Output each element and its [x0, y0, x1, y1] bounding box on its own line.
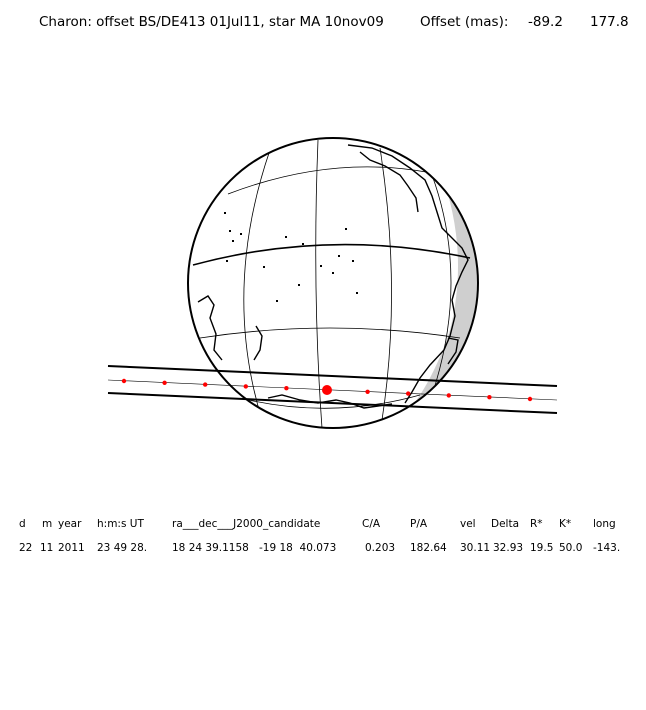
- header-ra-dec: ra___dec___J2000_candidate: [172, 518, 321, 530]
- value-m: 11: [40, 542, 54, 554]
- value-vel: 30.11: [460, 542, 491, 554]
- track-dot: [203, 382, 208, 387]
- value-kstar: 50.0: [559, 542, 583, 554]
- offset-label: Offset (mas):: [420, 14, 509, 30]
- header-ca: C/A: [362, 518, 381, 530]
- value-hms-ut: 23 49 28.: [97, 542, 148, 554]
- shadow-edge-south: [107, 392, 558, 414]
- value-pa: 182.64: [410, 542, 447, 554]
- track-dot: [243, 384, 248, 389]
- offset-ra-value: -89.2: [528, 14, 563, 30]
- track-dot: [365, 389, 370, 394]
- value-long: -143.: [593, 542, 621, 554]
- track-dot: [446, 393, 451, 398]
- table-value-row: 22 11 2011 23 49 28. 18 24 39.1158 -19 1…: [0, 542, 646, 558]
- occultation-map: [107, 137, 558, 429]
- plot-title: Charon: offset BS/DE413 01Jul11, star MA…: [0, 14, 646, 32]
- south-america-edge: [447, 337, 459, 365]
- track-dot: [162, 380, 167, 385]
- header-d: d: [19, 518, 26, 530]
- header-long: long: [593, 518, 616, 530]
- new-zealand-coast: [253, 325, 263, 361]
- value-delta: 32.93: [493, 542, 524, 554]
- table-header-row: d m year h:m:s UT ra___dec___J2000_candi…: [0, 518, 646, 534]
- header-delta: Delta: [491, 518, 520, 530]
- parallels: [192, 166, 471, 409]
- australia-coast: [197, 295, 223, 361]
- coastlines: [197, 144, 469, 409]
- track-dot: [487, 395, 492, 400]
- title-text: Charon: offset BS/DE413 01Jul11, star MA…: [39, 14, 384, 30]
- value-rstar: 19.5: [530, 542, 554, 554]
- track-dots: [121, 378, 533, 402]
- track-dot: [527, 396, 533, 402]
- alaska-islands: [359, 151, 419, 213]
- centerline: [107, 379, 558, 401]
- islands: [224, 212, 358, 302]
- value-ca: 0.203: [365, 542, 396, 554]
- value-dec: -19 18 40.073: [259, 542, 337, 554]
- globe: [187, 137, 479, 429]
- header-vel: vel: [460, 518, 476, 530]
- shadow-path: [107, 365, 558, 414]
- track-dot: [406, 391, 411, 396]
- header-m: m: [42, 518, 53, 530]
- value-year: 2011: [58, 542, 85, 554]
- header-year: year: [58, 518, 82, 530]
- header-kstar: K*: [559, 518, 572, 530]
- antarctica-coast: [267, 394, 393, 409]
- track-dot: [284, 386, 289, 391]
- header-pa: P/A: [410, 518, 428, 530]
- track-dot: [121, 378, 127, 384]
- header-hms-ut: h:m:s UT: [97, 518, 144, 530]
- shadow-edge-north: [107, 365, 558, 387]
- north-america-coast: [347, 144, 469, 404]
- value-d: 22: [19, 542, 33, 554]
- header-rstar: R*: [530, 518, 543, 530]
- value-ra: 18 24 39.1158: [172, 542, 249, 554]
- offset-dec-value: 177.8: [590, 14, 629, 30]
- closest-approach-dot: [322, 385, 332, 395]
